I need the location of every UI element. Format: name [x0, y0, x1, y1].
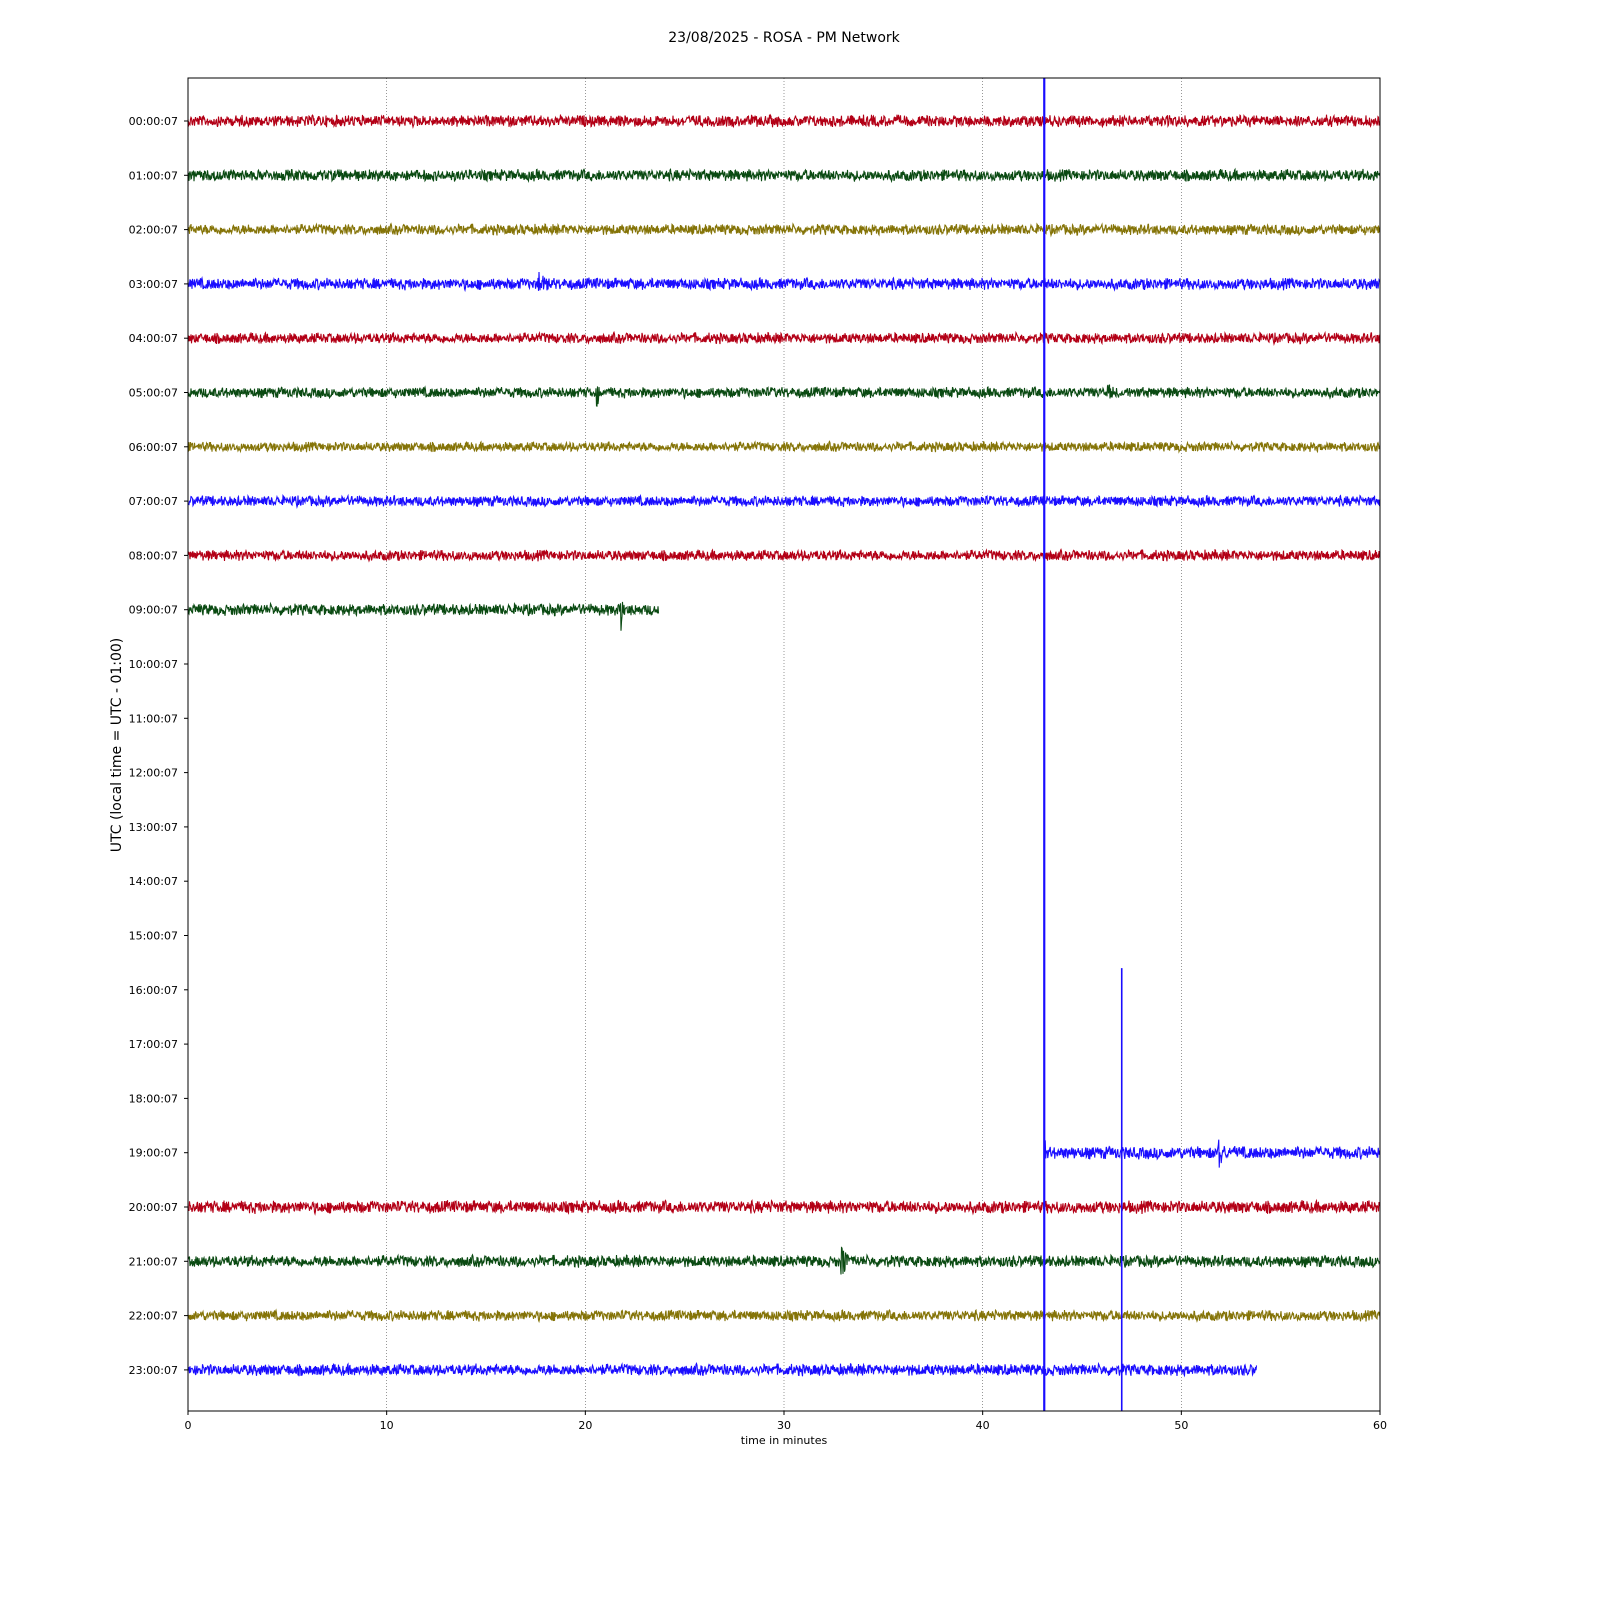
- trace-row-04:00:07: [187, 330, 1381, 347]
- x-tick-label: 20: [578, 1419, 592, 1432]
- trace-row-07:00:07: [187, 493, 1381, 509]
- trace-row-20:00:07: [187, 1198, 1381, 1216]
- y-tick-label: 13:00:07: [129, 821, 178, 834]
- x-tick-label: 40: [976, 1419, 990, 1432]
- y-tick-label: 08:00:07: [129, 549, 178, 562]
- trace-row-01:00:07: [187, 167, 1381, 184]
- y-tick-label: 14:00:07: [129, 875, 178, 888]
- y-tick-label: 03:00:07: [129, 278, 178, 291]
- trace-row-09:00:07: [187, 601, 660, 631]
- trace-row-19:00:07: [1043, 1139, 1381, 1168]
- chart-title: 23/08/2025 - ROSA - PM Network: [668, 30, 900, 46]
- x-axis-ticks: 0 10 20 30 40 50 60: [185, 1411, 1387, 1432]
- trace-row-22:00:07: [187, 1308, 1381, 1324]
- y-tick-label: 22:00:07: [129, 1310, 178, 1323]
- x-tick-label: 10: [380, 1419, 394, 1432]
- y-tick-label: 17:00:07: [129, 1038, 178, 1051]
- trace-row-00:00:07: [187, 113, 1381, 130]
- y-tick-label: 12:00:07: [129, 767, 178, 780]
- y-axis-label: UTC (local time = UTC - 01:00): [109, 638, 125, 853]
- y-tick-label: 05:00:07: [129, 387, 178, 400]
- y-tick-label: 16:00:07: [129, 984, 178, 997]
- y-tick-label: 21:00:07: [129, 1255, 178, 1268]
- vertical-event-lines: [1043, 78, 1123, 1411]
- y-tick-label: 07:00:07: [129, 495, 178, 508]
- y-tick-label: 01:00:07: [129, 169, 178, 182]
- trace-row-05:00:07: [187, 384, 1381, 407]
- y-tick-label: 23:00:07: [129, 1364, 178, 1377]
- trace-row-08:00:07: [187, 548, 1381, 563]
- trace-row-02:00:07: [187, 222, 1381, 238]
- y-tick-label: 19:00:07: [129, 1147, 178, 1160]
- y-tick-label: 11:00:07: [129, 712, 178, 725]
- grid-lines: [386, 78, 1182, 1411]
- y-tick-label: 06:00:07: [129, 441, 178, 454]
- y-tick-label: 04:00:07: [129, 332, 178, 345]
- trace-row-23:00:07: [187, 1361, 1258, 1378]
- trace-row-06:00:07: [187, 440, 1381, 454]
- y-tick-label: 20:00:07: [129, 1201, 178, 1214]
- y-tick-label: 10:00:07: [129, 658, 178, 671]
- x-axis-label: time in minutes: [741, 1434, 828, 1447]
- x-tick-label: 30: [777, 1419, 791, 1432]
- x-tick-label: 50: [1174, 1419, 1188, 1432]
- y-axis-ticks: 00:00:07 01:00:07 02:00:07 03:00:07 04:00:07…: [129, 115, 188, 1377]
- y-tick-label: 15:00:07: [129, 930, 178, 943]
- y-tick-label: 00:00:07: [129, 115, 178, 128]
- trace-row-03:00:07: [187, 272, 1381, 293]
- y-tick-label: 02:00:07: [129, 224, 178, 237]
- x-tick-label: 60: [1373, 1419, 1387, 1432]
- traces: [187, 113, 1381, 1378]
- y-tick-label: 09:00:07: [129, 604, 178, 617]
- y-tick-label: 18:00:07: [129, 1092, 178, 1105]
- x-tick-label: 0: [185, 1419, 192, 1432]
- trace-row-21:00:07: [187, 1246, 1381, 1275]
